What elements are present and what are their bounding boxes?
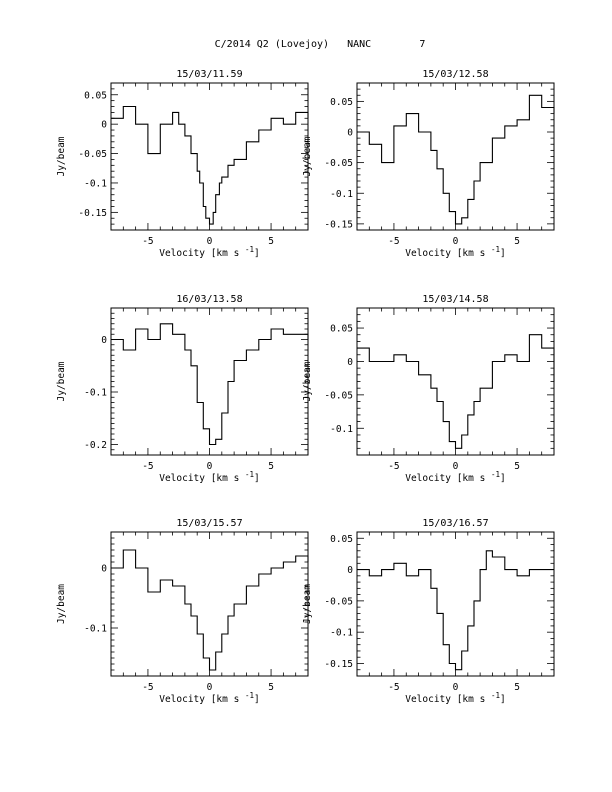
plot-frame — [356, 531, 555, 677]
x-tick-label: 5 — [514, 682, 520, 693]
y-tick-label: 0 — [347, 357, 353, 368]
x-tick-label: 0 — [207, 682, 213, 693]
x-tick-label: 5 — [514, 236, 520, 247]
y-tick-label: -0.15 — [324, 219, 353, 230]
x-tick-label: -5 — [142, 682, 153, 693]
y-tick-label: -0.15 — [324, 659, 353, 670]
x-tick-label: 5 — [268, 236, 274, 247]
plot-frame — [110, 531, 309, 677]
y-tick-label: -0.05 — [324, 596, 353, 607]
x-tick-label: -5 — [388, 236, 399, 247]
x-axis-label: Velocity [km s -1] — [159, 691, 260, 705]
y-axis-label: Jy/beam — [302, 136, 313, 176]
y-tick-label: 0 — [101, 564, 107, 575]
x-axis-label: Velocity [km s -1] — [405, 691, 506, 705]
plot-frame — [356, 307, 555, 456]
y-tick-label: -0.1 — [84, 178, 107, 189]
spectrum-panel-2: 15/03/12.58 -5 0 5 0.05 0 -0.05 -0.1 -0.15 Jy/bea… — [302, 69, 555, 259]
panel-title: 16/03/13.58 — [176, 294, 242, 305]
y-tick-label: 0.05 — [84, 90, 107, 101]
panel-title: 15/03/15.57 — [176, 518, 242, 529]
x-tick-label: 5 — [514, 461, 520, 472]
y-axis-label: Jy/beam — [56, 136, 67, 176]
y-tick-label: 0 — [101, 120, 107, 131]
spectrum-line — [111, 549, 309, 671]
y-tick-label: 0.05 — [330, 534, 353, 545]
spectrum-line — [111, 105, 309, 225]
x-tick-label: 0 — [207, 236, 213, 247]
figure-title: C/2014 Q2 (Lovejoy) NANC 7 — [215, 39, 426, 50]
plot-frame — [110, 82, 309, 231]
spectrum-line — [111, 323, 309, 446]
y-axis-label: Jy/beam — [56, 361, 67, 401]
y-tick-label: -0.1 — [84, 624, 107, 635]
y-axis-label: Jy/beam — [56, 584, 67, 624]
x-tick-label: 5 — [268, 682, 274, 693]
y-tick-label: -0.15 — [78, 208, 107, 219]
y-tick-label: -0.05 — [78, 149, 107, 160]
spectrum-panel-1: 15/03/11.59 -5 0 5 0.05 0 -0.05 -0.1 -0.15 Jy/bea… — [56, 69, 309, 259]
plot-frame — [356, 82, 555, 231]
x-tick-label: -5 — [142, 236, 153, 247]
x-axis-label: Velocity [km s -1] — [405, 470, 506, 484]
y-tick-label: 0 — [347, 128, 353, 139]
y-tick-label: -0.05 — [324, 158, 353, 169]
panel-title: 15/03/16.57 — [422, 518, 488, 529]
y-axis-label: Jy/beam — [302, 361, 313, 401]
x-tick-label: 5 — [268, 461, 274, 472]
spectrum-panel-3: 16/03/13.58 -5 0 5 0 -0.1 -0.2 Jy/beam Velocity … — [56, 294, 309, 484]
y-tick-label: -0.2 — [84, 440, 107, 451]
y-tick-label: 0 — [101, 335, 107, 346]
x-axis-label: Velocity [km s -1] — [405, 245, 506, 259]
y-tick-label: -0.1 — [330, 189, 353, 200]
y-tick-label: -0.1 — [330, 424, 353, 435]
spectrum-panel-5: 15/03/15.57 -5 0 5 0 -0.1 Jy/beam Velocity [km … — [56, 518, 309, 705]
x-axis-label: Velocity [km s -1] — [159, 245, 260, 259]
x-tick-label: -5 — [388, 682, 399, 693]
y-axis-label: Jy/beam — [302, 584, 313, 624]
y-tick-label: -0.05 — [324, 390, 353, 401]
x-axis-label: Velocity [km s -1] — [159, 470, 260, 484]
y-tick-label: -0.1 — [330, 628, 353, 639]
panel-title: 15/03/11.59 — [176, 69, 242, 80]
x-tick-label: 0 — [453, 682, 459, 693]
x-tick-label: -5 — [142, 461, 153, 472]
y-tick-label: 0.05 — [330, 324, 353, 335]
y-tick-label: 0 — [347, 565, 353, 576]
panel-title: 15/03/12.58 — [422, 69, 488, 80]
spectrum-line — [357, 94, 555, 225]
spectrum-panel-4: 15/03/14.58 -5 0 5 0.05 0 -0.05 -0.1 Jy/beam Velo… — [302, 294, 555, 484]
spectrum-panel-6: 15/03/16.57 -5 0 5 0.05 0 -0.05 -0.1 -0.15 Jy/bea… — [302, 518, 555, 705]
x-tick-label: 0 — [453, 236, 459, 247]
x-tick-label: 0 — [453, 461, 459, 472]
y-tick-label: -0.1 — [84, 388, 107, 399]
spectrum-line — [357, 550, 554, 671]
panel-title: 15/03/14.58 — [422, 294, 488, 305]
spectrum-line — [357, 334, 555, 449]
x-tick-label: -5 — [388, 461, 399, 472]
y-tick-label: 0.05 — [330, 97, 353, 108]
x-tick-label: 0 — [207, 461, 213, 472]
